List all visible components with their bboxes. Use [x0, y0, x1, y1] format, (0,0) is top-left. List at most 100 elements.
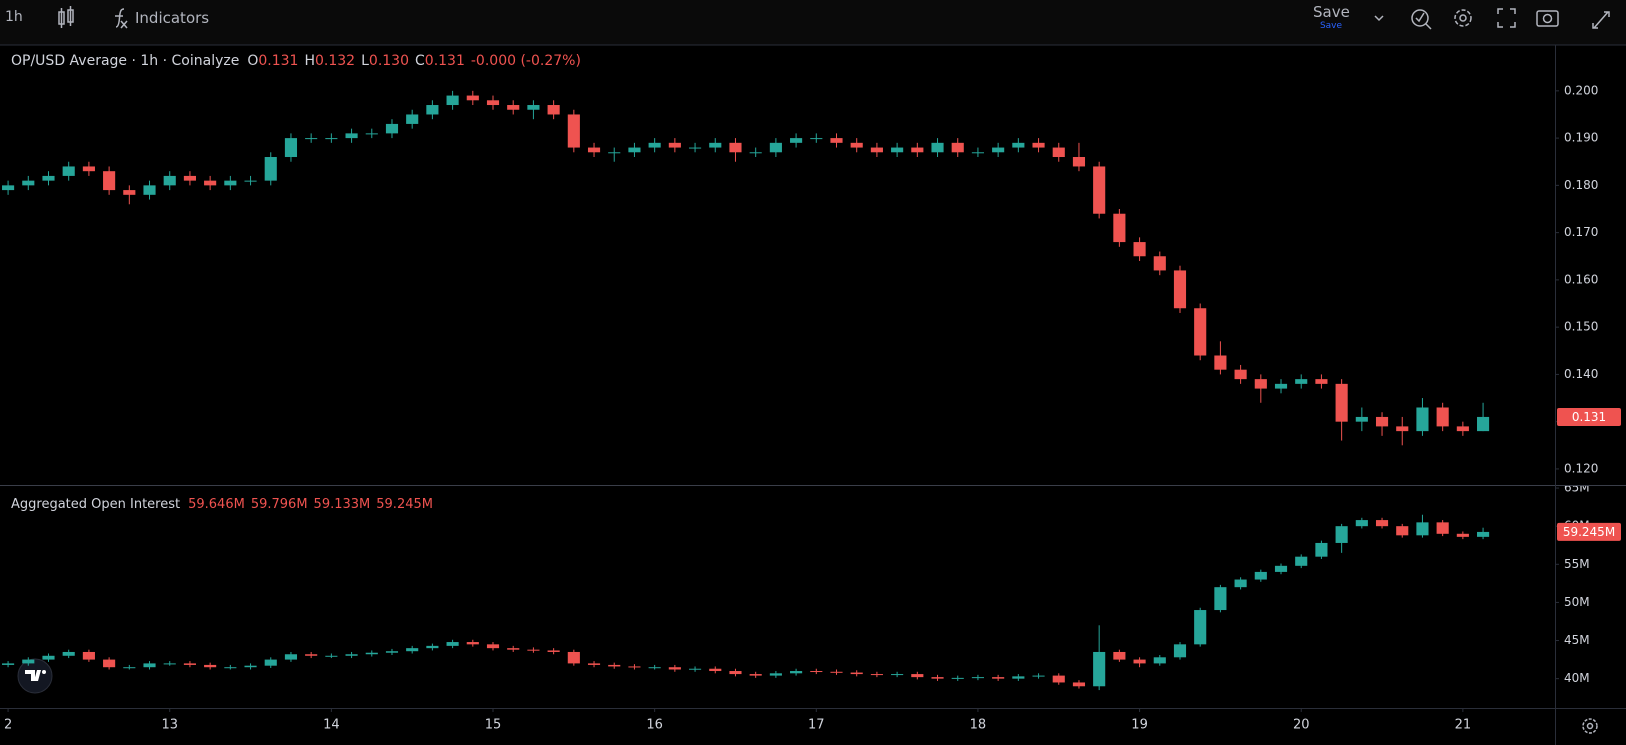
x-tick-label: 17: [808, 718, 825, 733]
oi-legend: Aggregated Open Interest 59.646M 59.796M 59…: [11, 497, 439, 512]
candle-body: [305, 138, 318, 140]
candle-body: [1315, 542, 1328, 557]
tradingview-logo[interactable]: [17, 658, 53, 694]
legend-key: C: [415, 53, 425, 69]
candle-body: [527, 649, 540, 651]
save-button[interactable]: Save: [1313, 3, 1350, 21]
candle-body: [22, 659, 35, 664]
interval-button[interactable]: 1h: [5, 9, 23, 25]
candle-body: [385, 651, 399, 653]
y-tick-label: 40M: [1564, 671, 1590, 685]
publish-icon[interactable]: [1592, 11, 1610, 29]
candle-body: [1477, 531, 1490, 537]
settings-icon[interactable]: [1454, 9, 1472, 27]
y-tick-label: 45M: [1564, 633, 1590, 647]
candle-body: [1416, 407, 1429, 432]
candle-body: [749, 152, 762, 154]
candle-body: [971, 152, 984, 154]
candle-body: [587, 663, 601, 665]
candle-body: [992, 677, 1005, 679]
candle-body: [689, 147, 702, 149]
candle-body: [810, 138, 823, 140]
candle-body: [507, 648, 520, 650]
y-tick-label: 0.200: [1564, 83, 1598, 97]
candle-body: [123, 667, 136, 669]
candle-body: [62, 166, 75, 176]
candle-body: [244, 180, 257, 182]
candle-body: [163, 663, 176, 665]
save-menu-chevron[interactable]: [1374, 15, 1384, 22]
candle-body: [1113, 651, 1126, 660]
screenshot-icon[interactable]: [1536, 10, 1559, 27]
last-value-tag: 0.131: [1557, 407, 1621, 426]
candle-body: [163, 175, 176, 186]
candle-body: [345, 654, 358, 656]
candle-body: [1072, 157, 1086, 167]
candle-body: [608, 664, 621, 667]
candle-body: [1396, 426, 1409, 432]
candle-body: [1274, 565, 1288, 572]
candle-body: [891, 147, 904, 153]
legend-value: 0.131: [424, 53, 465, 69]
alert-icon[interactable]: [1411, 9, 1432, 30]
last-value-tag-bg: [1557, 407, 1621, 426]
chart-type-icon[interactable]: [58, 6, 74, 28]
candle-body: [1295, 556, 1308, 566]
candle-body: [1153, 256, 1166, 271]
fullscreen-icon[interactable]: [1497, 8, 1516, 28]
x-tick-label: 18: [970, 718, 987, 733]
y-tick-label: 0.120: [1564, 461, 1598, 475]
candle-body: [1375, 520, 1389, 527]
last-value-tag: 59.245M: [1557, 522, 1621, 541]
candle-body: [1436, 407, 1449, 427]
candle-body: [668, 142, 681, 148]
candle-body: [1093, 166, 1106, 214]
y-tick-label: 65M: [1564, 481, 1590, 495]
candle-body: [1012, 676, 1025, 679]
toolbar: [0, 0, 1626, 45]
indicators-icon[interactable]: [115, 8, 128, 29]
candle-body: [608, 152, 621, 154]
candle-body: [22, 180, 35, 186]
x-tick-label: 16: [646, 718, 663, 733]
legend-value: 0.132: [315, 53, 356, 69]
candle-body: [82, 651, 95, 660]
indicators-button[interactable]: Indicators: [135, 9, 210, 27]
x-tick-label: 2: [4, 718, 12, 733]
x-tick-label: 21: [1455, 718, 1472, 733]
candle-body: [143, 663, 156, 668]
candle-body: [769, 673, 782, 676]
candle-body: [426, 645, 439, 649]
candle-body: [1355, 520, 1368, 527]
candle-body: [1335, 383, 1348, 422]
candle-body: [931, 677, 944, 679]
candle-body: [1416, 522, 1429, 536]
x-tick-label: 19: [1131, 718, 1148, 733]
legend-value: 59.133M: [313, 497, 371, 512]
candle-body: [305, 654, 318, 656]
candle-body: [2, 663, 15, 665]
candle-body: [790, 138, 803, 143]
candle-body: [204, 180, 217, 186]
candle-body: [709, 142, 722, 148]
candle-body: [729, 142, 742, 153]
candle-body: [466, 95, 479, 101]
candle-body: [1315, 379, 1328, 384]
candle-body: [103, 659, 116, 668]
axis-settings-icon[interactable]: [1582, 718, 1598, 734]
x-tick-label: 15: [485, 718, 502, 733]
candle-body: [729, 671, 742, 675]
legend-value: 0.131: [258, 53, 299, 69]
candle-body: [567, 651, 580, 664]
candle-body: [1194, 610, 1207, 645]
x-tick-label: 14: [323, 718, 340, 733]
candle-body: [446, 95, 459, 106]
candle-body: [426, 105, 439, 115]
candle-body: [668, 667, 681, 670]
candle-body: [951, 677, 964, 679]
y-tick-label: 0.160: [1564, 272, 1598, 286]
candle-body: [769, 142, 782, 153]
candle-body: [244, 665, 257, 668]
candle-body: [365, 133, 378, 135]
